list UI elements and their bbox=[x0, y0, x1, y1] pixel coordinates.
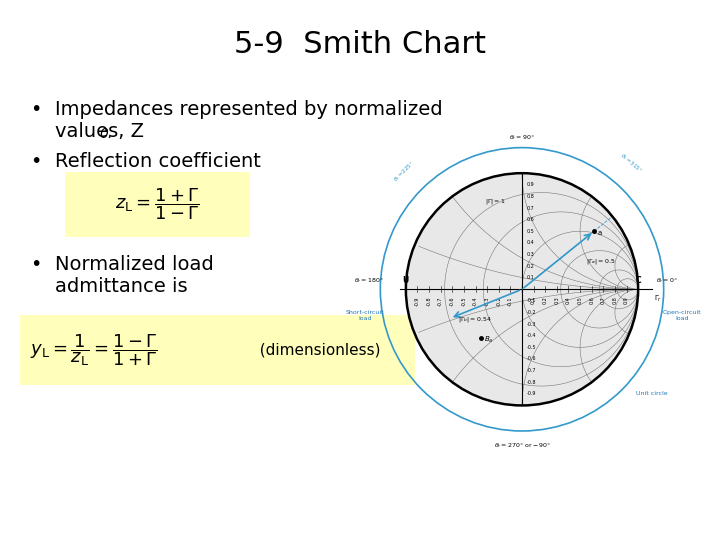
Text: 0.4: 0.4 bbox=[566, 296, 571, 304]
Text: 0.7: 0.7 bbox=[526, 206, 534, 211]
Text: -0.5: -0.5 bbox=[462, 296, 467, 306]
Text: $\theta_r=315°$: $\theta_r=315°$ bbox=[618, 152, 644, 176]
Text: -0.6: -0.6 bbox=[526, 356, 536, 361]
Text: $|\Gamma|=1$: $|\Gamma|=1$ bbox=[485, 197, 505, 206]
Text: Reflection coefficient: Reflection coefficient bbox=[55, 152, 261, 171]
Text: 0.5: 0.5 bbox=[526, 229, 534, 234]
Text: $|\Gamma_a|=0.5$: $|\Gamma_a|=0.5$ bbox=[586, 257, 616, 266]
FancyBboxPatch shape bbox=[20, 315, 415, 385]
Text: $\Gamma_r$: $\Gamma_r$ bbox=[654, 294, 662, 304]
Text: 0.9: 0.9 bbox=[526, 183, 534, 187]
Text: -0.3: -0.3 bbox=[485, 296, 490, 306]
Text: 0.5: 0.5 bbox=[577, 296, 582, 304]
Text: -0.6: -0.6 bbox=[450, 296, 455, 306]
Text: Impedances represented by normalized: Impedances represented by normalized bbox=[55, 100, 443, 119]
Text: 0.8: 0.8 bbox=[613, 296, 618, 304]
Text: $y_\mathrm{L} = \dfrac{1}{z_\mathrm{L}} = \dfrac{1-\Gamma}{1+\Gamma}$: $y_\mathrm{L} = \dfrac{1}{z_\mathrm{L}} … bbox=[30, 332, 158, 368]
Text: 0.4: 0.4 bbox=[526, 240, 534, 245]
Text: U: U bbox=[402, 275, 409, 285]
Text: 0.6: 0.6 bbox=[526, 217, 534, 222]
Text: C: C bbox=[635, 275, 641, 285]
Text: -0.2: -0.2 bbox=[526, 310, 536, 315]
Text: -0.1: -0.1 bbox=[526, 299, 536, 303]
Text: -0.7: -0.7 bbox=[526, 368, 536, 373]
Text: $\theta_r=180°$: $\theta_r=180°$ bbox=[354, 276, 384, 285]
Text: Open-circuit
load: Open-circuit load bbox=[663, 310, 701, 321]
Text: 0.1: 0.1 bbox=[526, 275, 534, 280]
Text: $\theta_r=225°$: $\theta_r=225°$ bbox=[392, 159, 417, 184]
Text: -0.5: -0.5 bbox=[526, 345, 536, 350]
Text: 0.6: 0.6 bbox=[589, 296, 594, 304]
Text: -0.4: -0.4 bbox=[526, 333, 536, 338]
Text: 0.2: 0.2 bbox=[526, 264, 534, 268]
Text: $B_a$: $B_a$ bbox=[484, 335, 493, 345]
Text: $z_\mathrm{L} = \dfrac{1+\Gamma}{1-\Gamma}$: $z_\mathrm{L} = \dfrac{1+\Gamma}{1-\Gamm… bbox=[115, 187, 200, 222]
Text: -0.2: -0.2 bbox=[496, 296, 501, 306]
Text: $|\Gamma_b|=0.54$: $|\Gamma_b|=0.54$ bbox=[458, 315, 492, 324]
Text: •: • bbox=[30, 255, 41, 274]
Text: 0.3: 0.3 bbox=[554, 296, 559, 304]
Text: 0.7: 0.7 bbox=[600, 296, 606, 304]
Text: •: • bbox=[30, 100, 41, 119]
Text: Normalized load: Normalized load bbox=[55, 255, 214, 274]
Text: $\theta_r=0°$: $\theta_r=0°$ bbox=[655, 276, 678, 285]
Text: 5-9  Smith Chart: 5-9 Smith Chart bbox=[234, 30, 486, 59]
Circle shape bbox=[406, 173, 638, 406]
Text: 0.: 0. bbox=[99, 127, 112, 141]
Text: Unit circle: Unit circle bbox=[636, 392, 667, 396]
Text: 0.9: 0.9 bbox=[624, 296, 629, 304]
Text: (dimensionless): (dimensionless) bbox=[250, 342, 380, 357]
Text: -0.9: -0.9 bbox=[526, 392, 536, 396]
Text: -0.1: -0.1 bbox=[508, 296, 513, 306]
Text: -0.9: -0.9 bbox=[415, 296, 420, 306]
Text: 0.1: 0.1 bbox=[531, 296, 536, 304]
Text: values, Z: values, Z bbox=[55, 122, 144, 141]
Text: -0.4: -0.4 bbox=[473, 296, 478, 306]
Text: -0.7: -0.7 bbox=[438, 296, 444, 306]
Text: 0.2: 0.2 bbox=[543, 296, 548, 304]
Text: 0.3: 0.3 bbox=[526, 252, 534, 257]
Text: -0.8: -0.8 bbox=[526, 380, 536, 384]
Text: $\theta_r=270°$ or $-90°$: $\theta_r=270°$ or $-90°$ bbox=[494, 441, 550, 450]
Text: -0.8: -0.8 bbox=[426, 296, 431, 306]
Text: admittance is: admittance is bbox=[55, 277, 188, 296]
Text: Short-circuit
load: Short-circuit load bbox=[346, 310, 384, 321]
FancyBboxPatch shape bbox=[65, 172, 250, 237]
Text: •: • bbox=[30, 152, 41, 171]
Text: a: a bbox=[598, 230, 602, 236]
Text: $\theta_r=90°$: $\theta_r=90°$ bbox=[509, 133, 535, 142]
Text: -0.3: -0.3 bbox=[526, 322, 536, 327]
Text: 0.8: 0.8 bbox=[526, 194, 534, 199]
